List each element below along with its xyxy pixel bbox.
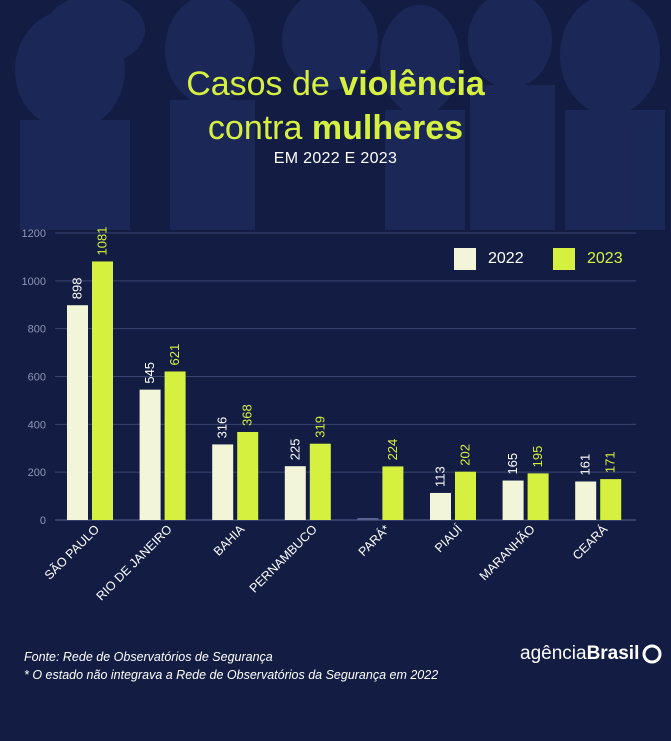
data-label: 161 — [578, 454, 593, 476]
y-tick-label: 600 — [28, 372, 46, 384]
bar-2022 — [430, 492, 451, 520]
data-label: 316 — [215, 417, 230, 439]
category-label: BAHIA — [211, 522, 248, 559]
bar-2023 — [600, 479, 622, 520]
background-silhouettes — [15, 0, 665, 230]
data-label: 113 — [433, 466, 448, 487]
category-label: CEARÁ — [569, 521, 611, 563]
footnote: * O estado não integrava a Rede de Obser… — [24, 668, 439, 682]
bar-2023 — [455, 471, 476, 520]
data-label: 319 — [312, 416, 327, 438]
legend-label-2023: 2023 — [587, 250, 623, 267]
bar-2022 — [575, 481, 597, 520]
chart-title: Casos de violência contra mulheres — [186, 65, 485, 147]
bar-2023 — [237, 431, 259, 520]
data-label: 898 — [70, 278, 85, 300]
y-tick-label: 1200 — [22, 228, 46, 240]
bar-2023 — [164, 371, 186, 520]
y-tick-label: 0 — [40, 515, 46, 527]
data-label: 165 — [505, 453, 520, 475]
bar-2022 — [67, 305, 88, 520]
y-tick-label: 400 — [28, 419, 46, 431]
category-label: PERNAMBUCO — [247, 522, 320, 595]
y-tick-label: 1000 — [22, 276, 46, 288]
category-label: PARÁ* — [355, 521, 393, 559]
bar-2023 — [309, 443, 331, 520]
bar-chart: 0 200 400 600 800 1000 1200 898 1081 SÃO PAULO 545… — [22, 227, 636, 603]
legend-swatch-2023 — [553, 248, 575, 270]
source-note: Fonte: Rede de Observatórios de Seguranç… — [24, 650, 273, 664]
legend-label-2022: 2022 — [488, 250, 524, 267]
bar-2022 — [139, 389, 161, 520]
data-label: 368 — [240, 404, 255, 426]
logo-icon — [642, 644, 662, 664]
category-label: SÃO PAULO — [42, 522, 103, 583]
category-label: PIAUÍ — [431, 521, 465, 555]
chart-subtitle: EM 2022 E 2023 — [273, 150, 398, 167]
data-label: 202 — [458, 444, 473, 466]
category-label: RIO DE JANEIRO — [94, 522, 175, 603]
legend-swatch-2022 — [454, 248, 476, 270]
legend-item-2022: 2022 — [454, 248, 524, 270]
data-label: 1081 — [95, 227, 110, 256]
data-label: 621 — [167, 344, 182, 366]
bar-2023 — [92, 261, 113, 520]
data-label: 225 — [287, 438, 302, 460]
y-tick-label: 200 — [28, 467, 46, 479]
bar-2022 — [212, 444, 234, 520]
bar-2023 — [527, 473, 549, 520]
data-label: 195 — [530, 446, 545, 468]
bar-2022 — [284, 466, 306, 520]
category-label: MARANHÃO — [477, 522, 538, 583]
y-tick-label: 800 — [28, 324, 46, 336]
footer: Fonte: Rede de Observatórios de Seguranç… — [24, 648, 438, 684]
agencia-brasil-logo: agência Brasil — [520, 643, 662, 665]
data-label: 545 — [142, 362, 157, 384]
data-label: 171 — [603, 451, 618, 473]
bar-2023 — [382, 466, 404, 520]
bar-2022 — [502, 480, 524, 520]
data-label: 224 — [385, 439, 400, 461]
legend-item-2023: 2023 — [553, 248, 623, 270]
